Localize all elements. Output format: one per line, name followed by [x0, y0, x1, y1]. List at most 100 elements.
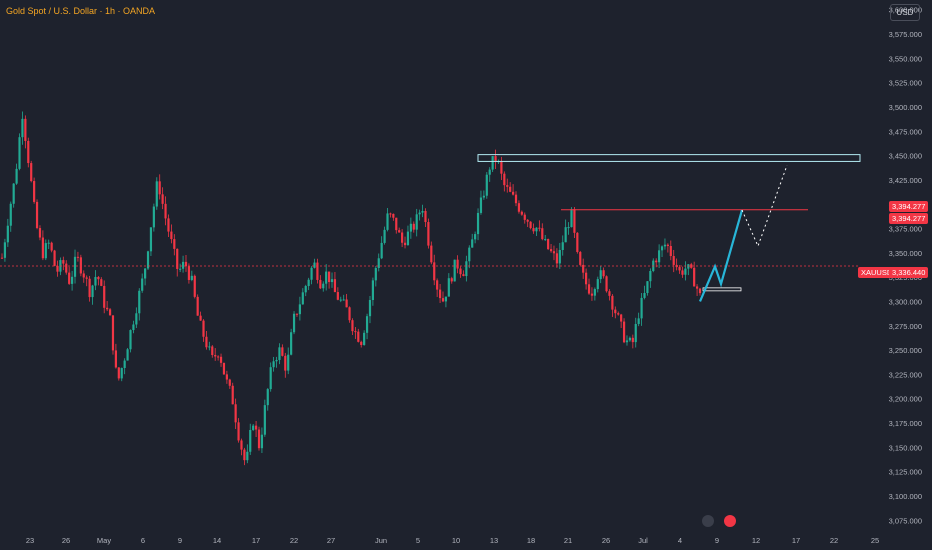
candle	[35, 201, 39, 229]
candle	[491, 156, 494, 170]
candle	[141, 278, 144, 291]
lightning-icon[interactable]	[702, 515, 714, 527]
candle	[190, 275, 193, 280]
candle	[433, 262, 436, 281]
candle	[590, 293, 594, 296]
candle	[15, 168, 18, 184]
candle	[368, 300, 372, 317]
candle	[56, 265, 59, 272]
candle	[30, 163, 33, 182]
candle	[582, 264, 585, 273]
candle	[479, 197, 483, 213]
y-tick-label: 3,125.000	[889, 468, 922, 477]
candle	[231, 385, 234, 405]
x-tick-label: 10	[452, 536, 460, 545]
candle	[587, 284, 591, 294]
candle	[658, 250, 661, 263]
candle	[161, 194, 164, 204]
candle	[453, 259, 456, 282]
candle	[511, 191, 515, 195]
candle	[628, 337, 632, 341]
candle	[345, 299, 348, 308]
candle	[41, 237, 44, 259]
candle	[672, 256, 675, 265]
candle	[322, 283, 325, 289]
candle	[506, 185, 509, 187]
candle	[424, 210, 427, 223]
candle	[409, 223, 412, 232]
candle	[474, 234, 477, 240]
candle	[596, 279, 599, 290]
candle	[126, 349, 129, 361]
candle	[47, 242, 50, 244]
candle	[339, 299, 342, 301]
candle	[380, 242, 383, 259]
candle	[438, 289, 442, 299]
candle	[313, 262, 316, 268]
candle	[184, 261, 188, 267]
candle	[643, 292, 646, 298]
currency-button[interactable]: USD	[890, 4, 920, 21]
candle	[532, 228, 535, 232]
candle	[53, 250, 56, 266]
candle	[500, 161, 503, 174]
candle	[395, 217, 398, 231]
candle	[135, 313, 138, 325]
candle	[266, 389, 269, 406]
candle	[152, 206, 155, 228]
candle	[430, 245, 433, 263]
candle	[295, 313, 299, 315]
candle	[62, 260, 65, 264]
candle	[646, 281, 649, 293]
candle	[187, 266, 191, 280]
candle	[307, 279, 310, 287]
x-tick-label: 26	[602, 536, 610, 545]
candle	[243, 449, 246, 461]
candle	[44, 243, 47, 259]
y-tick-label: 3,550.000	[889, 54, 922, 63]
candle	[9, 203, 12, 226]
candle	[660, 246, 664, 251]
y-tick-label: 3,525.000	[889, 79, 922, 88]
x-tick-label: 13	[490, 536, 498, 545]
candle	[614, 309, 617, 314]
candle	[459, 268, 462, 275]
candle	[579, 251, 582, 265]
candle	[260, 434, 264, 449]
candle	[447, 278, 450, 297]
candle	[170, 231, 173, 240]
candle	[465, 261, 468, 277]
candle	[290, 332, 293, 355]
candle	[622, 321, 626, 343]
candle	[503, 173, 506, 186]
candle	[494, 156, 497, 162]
candle	[678, 267, 681, 271]
y-tick-label: 3,600.000	[889, 6, 922, 15]
candle	[371, 280, 375, 301]
candle	[693, 267, 696, 287]
candle	[6, 225, 9, 243]
candle	[249, 429, 252, 452]
price-label-last: 3,336.440	[889, 267, 929, 278]
x-tick-label: 23	[26, 536, 34, 545]
candle	[526, 219, 529, 222]
x-tick-label: 6	[141, 536, 145, 545]
candle	[219, 356, 223, 363]
candle	[287, 354, 290, 371]
y-tick-label: 3,250.000	[889, 346, 922, 355]
candle	[94, 276, 97, 286]
candle	[681, 270, 684, 275]
candle	[301, 292, 304, 305]
candle	[617, 313, 620, 315]
candle	[269, 367, 272, 390]
flag-icon[interactable]	[724, 515, 736, 527]
candle	[205, 336, 208, 348]
y-tick-label: 3,350.000	[889, 249, 922, 258]
candle	[406, 231, 410, 246]
x-tick-label: 18	[527, 536, 535, 545]
candle	[377, 258, 380, 269]
candle	[103, 285, 106, 308]
candle	[383, 229, 386, 243]
